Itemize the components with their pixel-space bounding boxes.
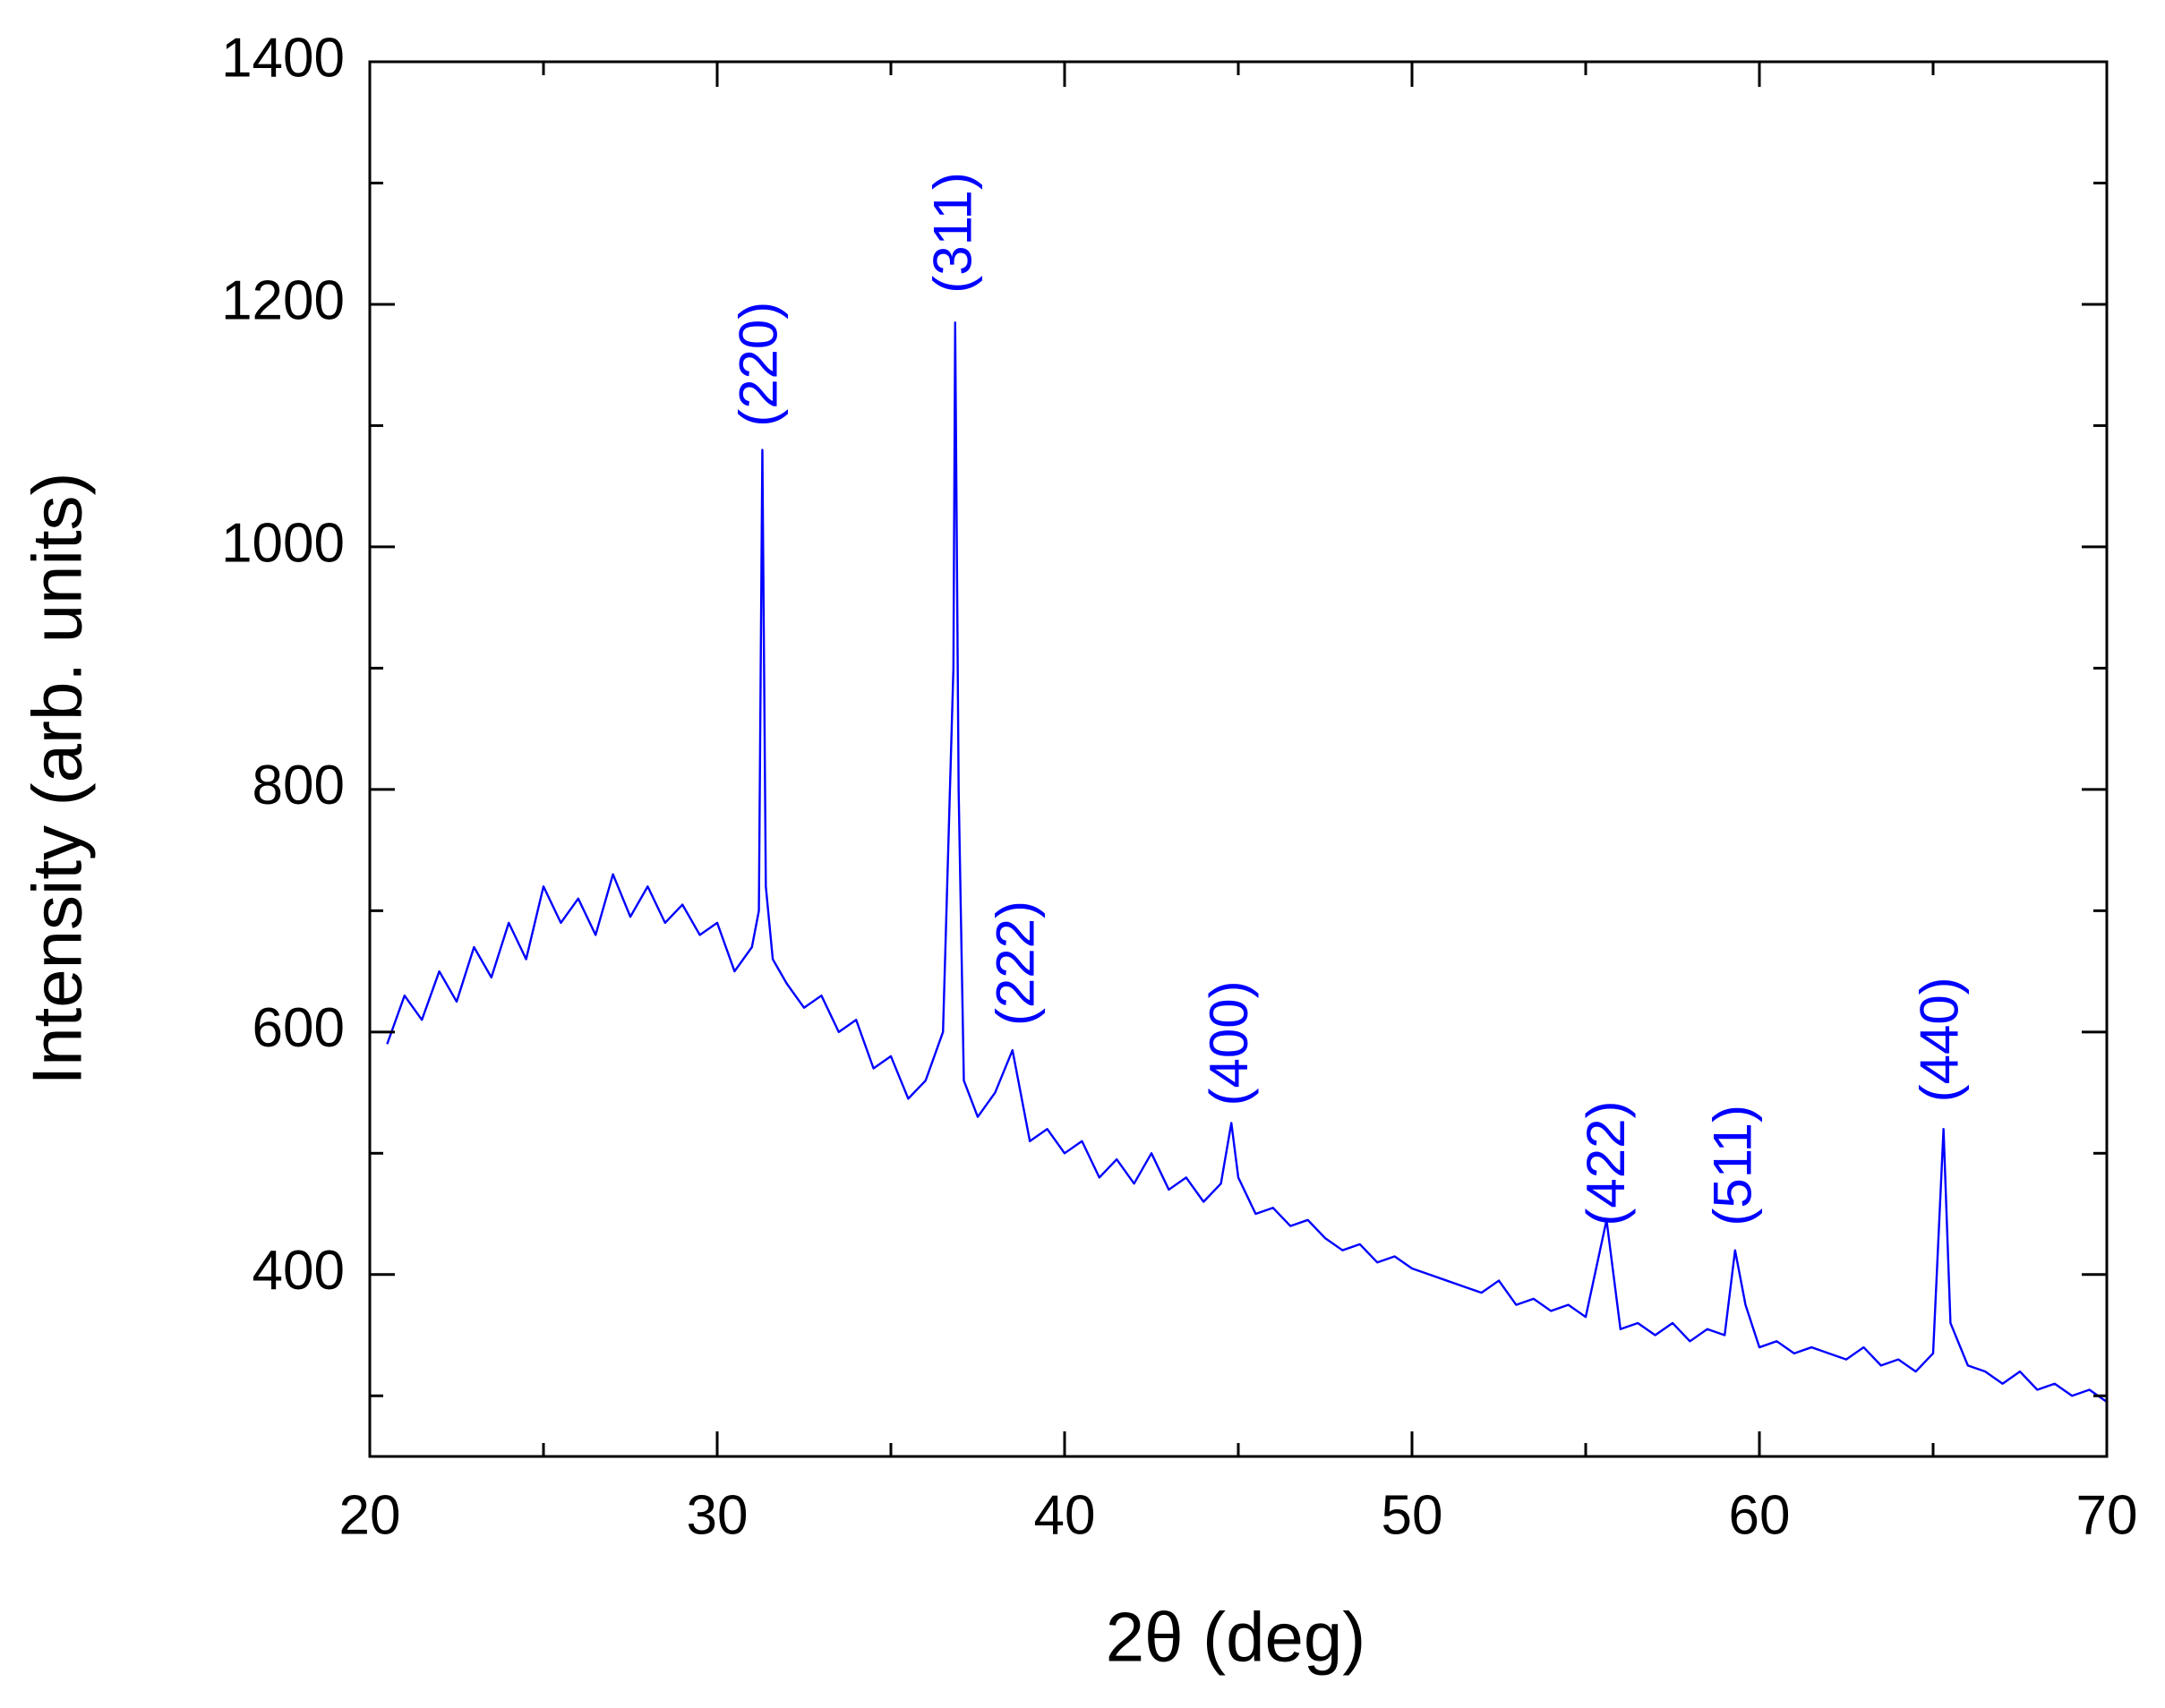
x-tick-label: 60 xyxy=(1729,1484,1791,1546)
x-tick-label: 20 xyxy=(339,1484,401,1546)
y-tick-label: 1000 xyxy=(221,512,345,574)
y-tick-label: 1200 xyxy=(221,269,345,331)
y-tick-label: 800 xyxy=(252,755,345,816)
x-tick-label: 40 xyxy=(1034,1484,1096,1546)
peak-label: (440) xyxy=(1909,977,1969,1102)
plot-frame xyxy=(368,60,2109,1458)
y-tick-label: 400 xyxy=(252,1240,345,1302)
y-tick-label: 1400 xyxy=(221,27,345,89)
y-tick-label: 600 xyxy=(252,997,345,1059)
x-tick-label: 30 xyxy=(687,1484,749,1546)
peak-label: (511) xyxy=(1703,1105,1763,1226)
x-tick-label: 70 xyxy=(2076,1484,2138,1546)
peak-label: (311) xyxy=(923,172,983,294)
peak-label: (422) xyxy=(1576,1101,1636,1226)
data-line xyxy=(386,321,2108,1404)
y-axis-title: Intensity (arb. units) xyxy=(18,473,97,1086)
x-axis-title: 2θ (deg) xyxy=(1106,1598,1366,1677)
x-tick-label: 50 xyxy=(1382,1484,1443,1546)
peak-label: (400) xyxy=(1199,980,1259,1106)
peak-label: (222) xyxy=(985,901,1045,1026)
peak-label: (220) xyxy=(728,302,788,427)
